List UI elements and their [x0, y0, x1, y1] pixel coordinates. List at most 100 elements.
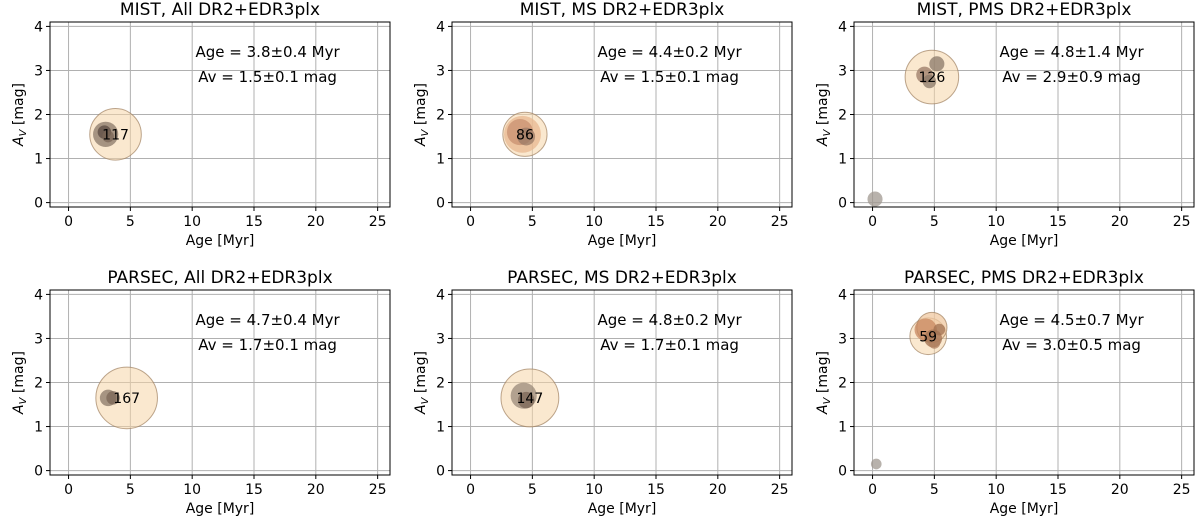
y-tick-label: 0	[436, 196, 445, 212]
y-tick-label: 3	[838, 63, 847, 79]
chart-panel-1: MIST, All DR2+EDR3plx 0 5 10 15 20 25 0 1 2 3 4 Age …	[11, 0, 391, 249]
y-tick-label: 0	[34, 464, 43, 480]
y-tick-label: 3	[436, 63, 445, 79]
x-tick-label: 0	[466, 482, 475, 498]
data-point	[517, 391, 535, 409]
x-tick-label: 10	[183, 482, 201, 498]
fit-annotation: Av = 3.0±0.5 mag	[1002, 336, 1141, 354]
x-axis-label: Age [Myr]	[186, 233, 255, 249]
fit-annotation: Age = 4.5±0.7 Myr	[1000, 311, 1145, 329]
x-tick-label: 20	[307, 482, 325, 498]
y-tick-label: 4	[34, 19, 43, 35]
chart-title: MIST, PMS DR2+EDR3plx	[917, 0, 1132, 20]
chart-title: MIST, MS DR2+EDR3plx	[520, 0, 725, 20]
chart-panel-3: MIST, PMS DR2+EDR3plx 0 5 10 15 20 25 0 1 2 3 4 Age …	[815, 0, 1195, 249]
fit-annotation: Age = 4.4±0.2 Myr	[598, 43, 743, 61]
y-axis-label: AV [mag]	[11, 351, 29, 415]
x-tick-label: 10	[987, 482, 1005, 498]
x-tick-label: 5	[528, 482, 537, 498]
x-tick-label: 0	[64, 482, 73, 498]
plot-frame	[451, 21, 793, 208]
fit-annotation: Age = 3.8±0.4 Myr	[196, 43, 341, 61]
fit-annotation: Av = 1.5±0.1 mag	[600, 68, 739, 86]
y-tick-label: 4	[838, 19, 847, 35]
data-point	[95, 366, 158, 430]
x-tick-label: 25	[771, 214, 789, 230]
x-tick-label: 15	[245, 214, 263, 230]
x-tick-label: 0	[868, 482, 877, 498]
x-tick-label: 15	[1049, 482, 1067, 498]
x-tick-label: 25	[369, 214, 387, 230]
y-axis-label: AV [mag]	[815, 351, 833, 415]
x-tick-label: 25	[771, 482, 789, 498]
chart-panel-6: PARSEC, PMS DR2+EDR3plx 0 5 10 15 20 25 0 1 2 3 4 Ag…	[815, 268, 1195, 517]
y-tick-label: 1	[838, 152, 847, 168]
x-tick-label: 20	[1111, 214, 1129, 230]
x-tick-label: 20	[307, 214, 325, 230]
data-point	[933, 323, 946, 336]
y-tick-label: 2	[34, 108, 43, 124]
plot-frame	[853, 21, 1195, 208]
chart-panel-2: MIST, MS DR2+EDR3plx 0 5 10 15 20 25 0 1 2 3 4 Age […	[413, 0, 793, 249]
x-tick-label: 5	[126, 482, 135, 498]
data-point	[867, 191, 883, 207]
y-axis-label: AV [mag]	[413, 351, 431, 415]
x-tick-label: 15	[1049, 214, 1067, 230]
x-tick-label: 10	[585, 214, 603, 230]
y-tick-label: 2	[838, 108, 847, 124]
x-tick-label: 10	[987, 214, 1005, 230]
y-tick-label: 0	[436, 464, 445, 480]
point-count-label: 86	[516, 127, 534, 143]
y-tick-label: 3	[436, 331, 445, 347]
y-tick-label: 1	[34, 420, 43, 436]
data-point	[106, 391, 120, 405]
fit-annotation: Age = 4.7±0.4 Myr	[196, 311, 341, 329]
point-count-label: 167	[113, 391, 140, 407]
x-axis-label: Age [Myr]	[990, 501, 1059, 517]
plot-frame	[451, 289, 793, 476]
x-axis-label: Age [Myr]	[588, 501, 657, 517]
x-tick-label: 5	[126, 214, 135, 230]
y-tick-label: 0	[838, 196, 847, 212]
x-tick-label: 0	[868, 214, 877, 230]
x-tick-label: 25	[369, 482, 387, 498]
x-tick-label: 5	[528, 214, 537, 230]
y-tick-label: 4	[436, 19, 445, 35]
data-point	[517, 127, 536, 146]
x-tick-label: 15	[245, 482, 263, 498]
y-tick-label: 2	[436, 108, 445, 124]
y-tick-label: 4	[838, 287, 847, 303]
y-tick-label: 0	[34, 196, 43, 212]
chart-panel-5: PARSEC, MS DR2+EDR3plx 0 5 10 15 20 25 0 1 2 3 4 Age…	[413, 268, 793, 517]
y-axis-label: AV [mag]	[11, 83, 29, 147]
y-tick-label: 4	[34, 287, 43, 303]
x-tick-label: 25	[1173, 482, 1191, 498]
y-tick-label: 0	[838, 464, 847, 480]
x-axis-label: Age [Myr]	[186, 501, 255, 517]
chart-title: MIST, All DR2+EDR3plx	[120, 0, 320, 20]
fit-annotation: Av = 2.9±0.9 mag	[1002, 68, 1141, 86]
y-tick-label: 1	[838, 420, 847, 436]
x-tick-label: 20	[709, 482, 727, 498]
y-axis-label: AV [mag]	[815, 83, 833, 147]
fit-annotation: Av = 1.7±0.1 mag	[600, 336, 739, 354]
point-count-label: 117	[102, 127, 129, 143]
data-point	[102, 130, 114, 143]
fit-annotation: Age = 4.8±0.2 Myr	[598, 311, 743, 329]
x-tick-label: 0	[466, 214, 475, 230]
y-tick-label: 1	[436, 152, 445, 168]
point-count-label: 147	[517, 391, 544, 407]
y-tick-label: 2	[34, 376, 43, 392]
y-tick-label: 3	[34, 331, 43, 347]
chart-panel-4: PARSEC, All DR2+EDR3plx 0 5 10 15 20 25 0 1 2 3 4 Ag…	[11, 268, 391, 517]
x-tick-label: 20	[709, 214, 727, 230]
x-tick-label: 25	[1173, 214, 1191, 230]
x-tick-label: 15	[647, 482, 665, 498]
y-tick-label: 4	[436, 287, 445, 303]
y-axis-label: AV [mag]	[413, 83, 431, 147]
x-axis-label: Age [Myr]	[990, 233, 1059, 249]
x-tick-label: 5	[930, 482, 939, 498]
y-tick-label: 1	[34, 152, 43, 168]
x-tick-label: 10	[585, 482, 603, 498]
